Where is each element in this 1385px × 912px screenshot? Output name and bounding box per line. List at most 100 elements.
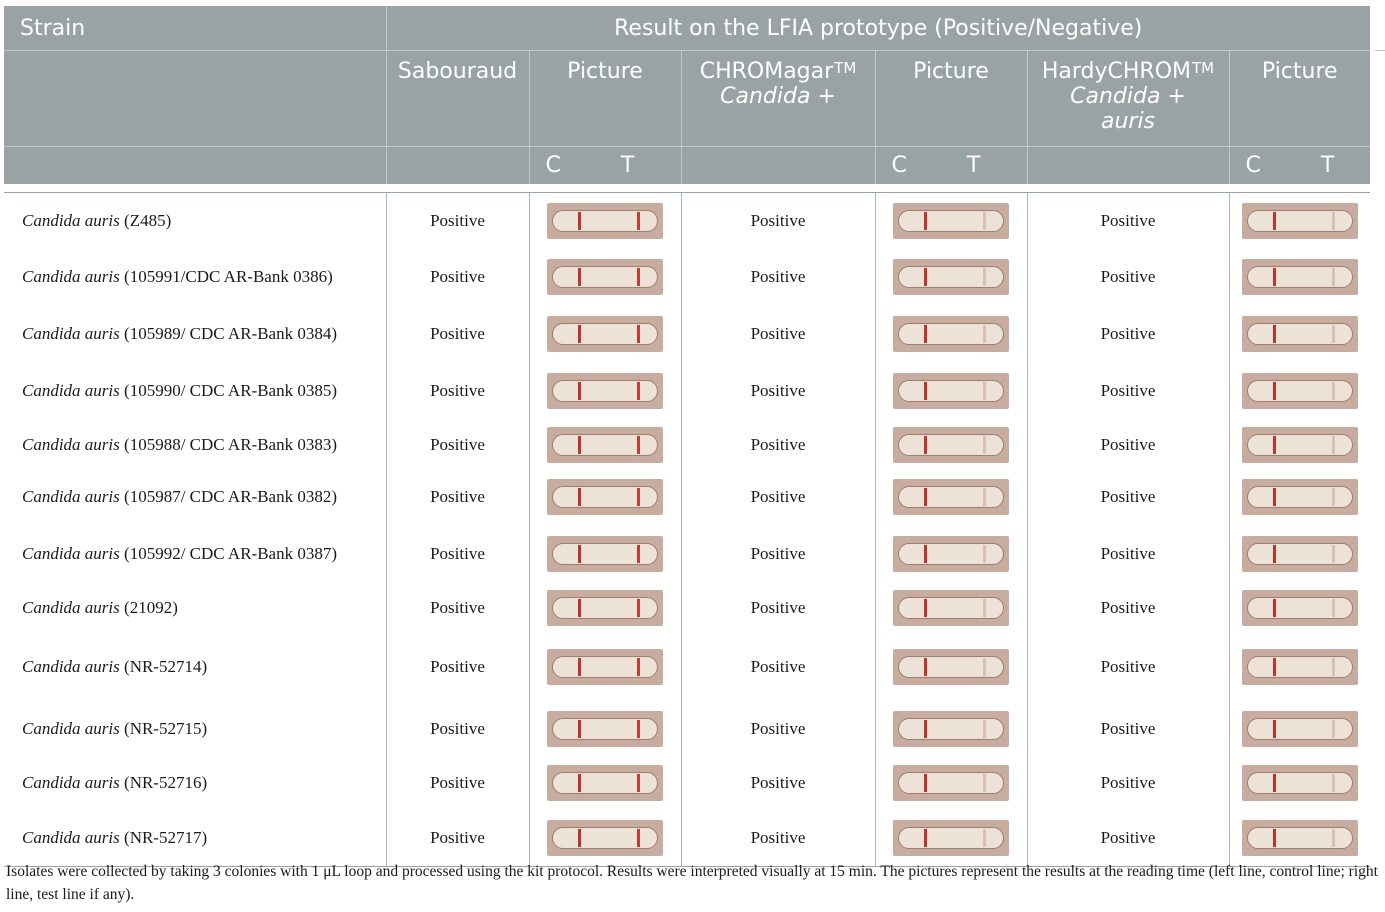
strain-cell: Candida auris (105989/ CDC AR-Bank 0384) [4,305,386,363]
strip-window [552,209,658,232]
test-line [637,211,640,230]
header-picture-3: Picture [1228,50,1370,147]
table-row: Candida auris (NR-52714) Positive Positive… [4,630,1370,703]
strain-id: (21092) [119,597,178,617]
test-line [637,544,640,563]
hardychrom-result: Positive [1026,810,1229,867]
strain-id: (105992/ CDC AR-Bank 0387) [119,543,338,563]
hardychrom-picture [1228,702,1370,755]
test-line [983,719,986,738]
table-row: Candida auris (105990/ CDC AR-Bank 0385)… [4,362,1370,419]
strip-window [552,265,658,288]
lfia-strip-image [893,426,1009,463]
sabouraud-picture [528,418,681,471]
test-line [637,773,640,792]
c-label: C [1245,152,1261,178]
control-line [924,267,927,286]
chromagar-picture [874,522,1027,585]
strip-window [898,322,1004,345]
sabouraud-result: Positive [385,754,529,811]
hardychrom-picture [1228,192,1370,249]
chromagar-picture [874,362,1027,419]
header-strain-blank [4,50,386,147]
header-picture-1: Picture [528,50,681,147]
control-line [924,544,927,563]
control-line [924,773,927,792]
chromagar-result: Positive [680,362,875,419]
sabouraud-result: Positive [385,362,529,419]
hardychrom-result: Positive [1026,248,1229,305]
lfia-strip-image [547,648,663,685]
strain-cell: Candida auris (105988/ CDC AR-Bank 0383) [4,419,386,471]
strip-window [1246,771,1353,794]
test-line [1331,829,1335,848]
chromagar-result: Positive [680,522,875,585]
header-chromagar-line2: Candida + [720,84,836,109]
hardychrom-result: Positive [1026,304,1229,363]
table-row: Candida auris (105987/ CDC AR-Bank 0382)… [4,470,1370,523]
lfia-strip-image [1241,535,1358,572]
header-chromagar-name: CHROMagar [699,59,834,84]
strip-window [898,485,1004,508]
control-line [578,324,581,343]
test-line [983,657,986,676]
chromagar-picture [874,470,1027,523]
lfia-strip-image [893,820,1009,857]
control-line [924,487,927,506]
lfia-strip-image [893,764,1009,801]
test-line [1331,598,1335,617]
table-row: Candida auris (105991/CDC AR-Bank 0386) P… [4,248,1370,305]
strain-cell: Candida auris (NR-52714) [4,631,386,703]
sabouraud-picture [528,702,681,755]
hardychrom-result: Positive [1026,192,1229,249]
strain-id: (Z485) [119,210,172,230]
sabouraud-result: Positive [385,702,529,755]
sabouraud-picture [528,470,681,523]
chromagar-picture [874,304,1027,363]
strain-species: Candida auris [22,266,120,286]
strip-window [898,655,1004,678]
table-row: Candida auris (105989/ CDC AR-Bank 0384)… [4,304,1370,363]
chromagar-picture [874,248,1027,305]
strain-id: (105991/CDC AR-Bank 0386) [119,266,333,286]
table-row: Candida auris (Z485) Positive Positive Posi… [4,192,1370,249]
test-line [983,544,986,563]
strip-window [552,655,658,678]
chromagar-picture [874,192,1027,249]
test-line [637,598,640,617]
strain-species: Candida auris [22,718,120,738]
strip-window [898,596,1004,619]
control-line [924,598,927,617]
lfia-strip-image [547,372,663,409]
lfia-strip-image [1241,648,1358,685]
control-line [924,719,927,738]
hardychrom-picture [1228,418,1370,471]
hardychrom-picture [1228,584,1370,631]
hardychrom-picture [1228,248,1370,305]
hardychrom-result: Positive [1026,584,1229,631]
header-hardychrom-line3: auris [1100,109,1156,134]
hardychrom-picture [1228,304,1370,363]
lfia-strip-image [1241,258,1358,295]
header-picture-2: Picture [874,50,1027,147]
sabouraud-picture [528,362,681,419]
chromagar-result: Positive [680,304,875,363]
strip-window [552,771,658,794]
test-line [1331,211,1335,230]
chromagar-picture [874,630,1027,703]
strain-species: Candida auris [22,434,120,454]
header-ct-blank-2 [385,146,529,184]
strain-cell: Candida auris (105992/ CDC AR-Bank 0387) [4,523,386,585]
header-ct-blank-1 [4,146,386,184]
control-line [924,435,927,454]
strip-window [552,827,658,850]
header-strain: Strain [4,6,386,51]
strip-window [1246,433,1353,456]
lfia-strip-image [547,589,663,626]
control-line [924,381,927,400]
hardychrom-picture [1228,630,1370,703]
results-body: Candida auris (Z485) Positive Positive Posi… [4,192,1370,867]
strain-id: (NR-52715) [119,718,208,738]
strain-id: (NR-52716) [119,772,208,792]
